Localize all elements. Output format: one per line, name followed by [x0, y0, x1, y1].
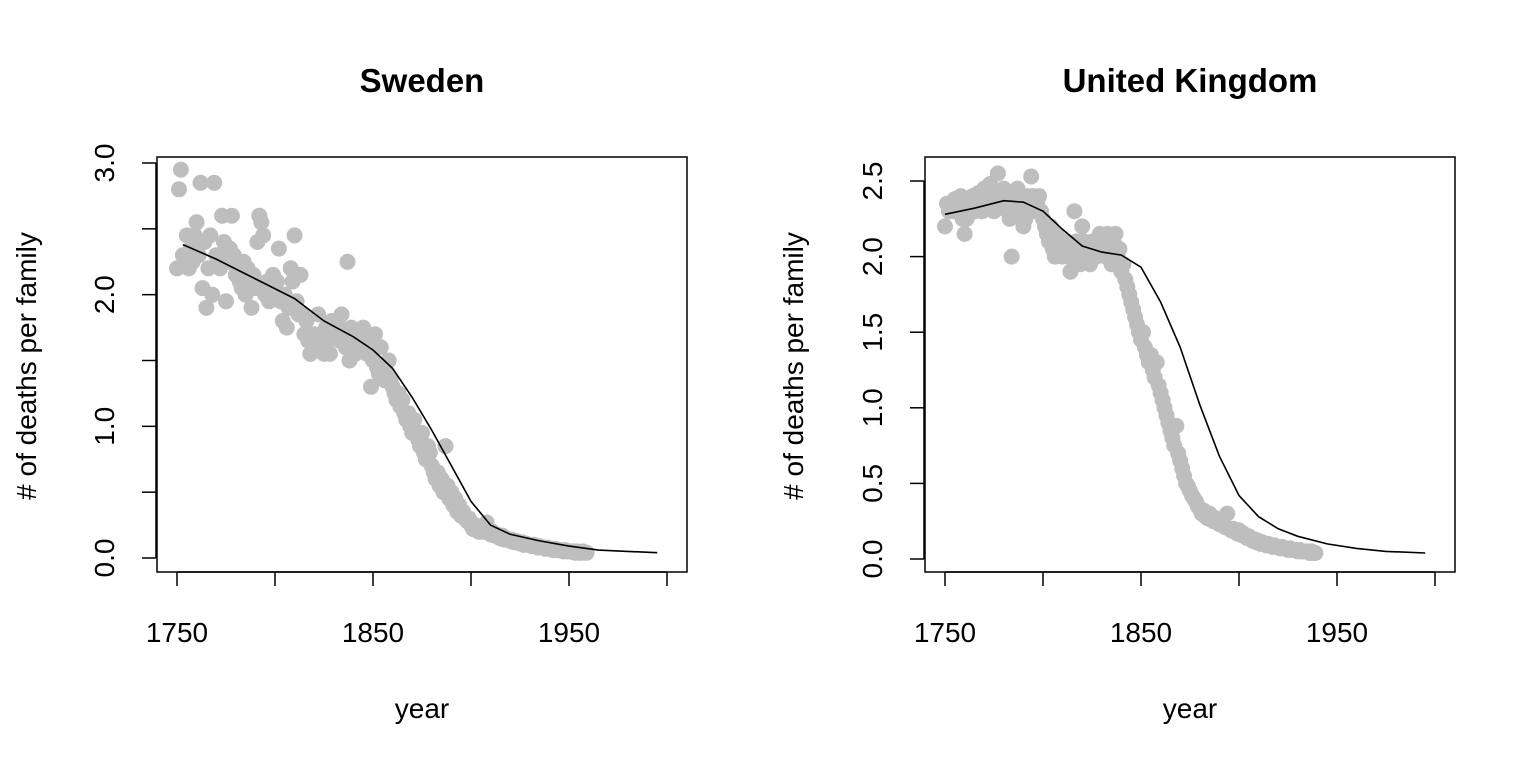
y-tick-label: 0.5: [857, 464, 888, 503]
x-tick-label: 1950: [1306, 617, 1368, 648]
data-point: [269, 273, 285, 290]
data-point: [989, 165, 1006, 182]
y-axis: 0.0 0.5 1.0 1.5 2.0 2.5: [857, 162, 925, 579]
smooth-layer: [182, 243, 658, 554]
x-tick-label: 1850: [1110, 617, 1172, 648]
data-point: [372, 339, 389, 356]
chart-title: United Kingdom: [1063, 62, 1318, 99]
data-point: [253, 214, 270, 231]
y-tick-label: 1.5: [857, 313, 888, 352]
data-point: [198, 299, 215, 316]
y-tick-label: 2.0: [857, 237, 888, 276]
y-axis-label: # of deaths per family: [778, 232, 809, 500]
x-axis-label: year: [1163, 693, 1217, 724]
data-point: [243, 299, 260, 316]
x-axis: 1750 1850 1950: [914, 571, 1436, 648]
data-point: [204, 286, 221, 303]
y-tick-label: 3.0: [89, 144, 120, 183]
data-point: [286, 227, 303, 244]
data-point: [310, 306, 327, 323]
x-tick-label: 1950: [538, 617, 600, 648]
data-point: [1023, 168, 1040, 185]
data-point: [1219, 505, 1236, 522]
points-layer: [169, 161, 595, 561]
x-tick-label: 1750: [146, 617, 208, 648]
x-axis-label: year: [395, 693, 449, 724]
data-point: [292, 266, 309, 283]
data-point: [192, 174, 209, 191]
y-tick-label: 2.5: [857, 162, 888, 201]
data-point: [355, 319, 372, 336]
x-tick-label: 1750: [914, 617, 976, 648]
data-point: [437, 438, 454, 455]
y-axis-label: # of deaths per family: [11, 232, 42, 500]
data-point: [321, 345, 338, 362]
data-point: [1135, 324, 1151, 341]
data-point: [190, 247, 207, 264]
data-point: [1111, 241, 1128, 257]
data-point: [380, 352, 397, 369]
data-point: [188, 214, 205, 231]
data-point: [276, 286, 293, 303]
data-point: [414, 424, 430, 441]
data-point: [1074, 218, 1091, 235]
data-point: [937, 218, 953, 235]
chart-sweden: Sweden year # of deaths per family 1750 1…: [11, 62, 688, 724]
y-tick-label: 2.0: [89, 275, 120, 314]
data-point: [298, 313, 315, 329]
data-point: [956, 225, 973, 242]
data-point: [986, 203, 1002, 220]
x-axis: 1750 1850 1950: [146, 571, 668, 648]
data-point: [1066, 203, 1083, 220]
y-tick-label: 1.0: [857, 388, 888, 427]
data-point: [339, 253, 356, 270]
data-point: [223, 207, 240, 224]
data-point: [218, 293, 234, 310]
data-point: [394, 392, 411, 408]
data-point: [367, 326, 383, 343]
data-point: [406, 411, 423, 428]
data-point: [1168, 417, 1185, 434]
data-point: [278, 319, 295, 336]
smooth-layer: [944, 199, 1426, 554]
data-point: [202, 227, 219, 244]
data-point: [363, 378, 379, 395]
chart-united-kingdom: United Kingdom year # of deaths per fami…: [778, 62, 1456, 724]
data-point: [1115, 256, 1132, 273]
chart-title: Sweden: [360, 62, 485, 99]
data-point: [995, 180, 1012, 197]
data-point: [1003, 248, 1020, 265]
y-tick-label: 0.0: [857, 540, 888, 579]
smoothed-trend-line: [182, 243, 658, 554]
data-point: [270, 240, 287, 257]
x-tick-label: 1850: [342, 617, 404, 648]
data-point: [255, 227, 272, 244]
y-tick-label: 0.0: [89, 539, 120, 578]
data-point: [1107, 225, 1124, 242]
data-point: [421, 444, 438, 461]
points-layer: [937, 165, 1324, 561]
y-tick-label: 1.0: [89, 407, 120, 446]
data-point: [172, 161, 189, 178]
data-point: [1307, 545, 1324, 561]
data-point: [245, 266, 262, 283]
data-point: [333, 306, 350, 323]
data-point: [1031, 188, 1048, 205]
data-point: [206, 174, 223, 191]
smoothed-trend-line: [944, 199, 1426, 554]
data-point: [171, 181, 187, 198]
data-point: [1148, 354, 1165, 371]
y-axis: 0.0 1.0 2.0 3.0: [89, 144, 157, 578]
